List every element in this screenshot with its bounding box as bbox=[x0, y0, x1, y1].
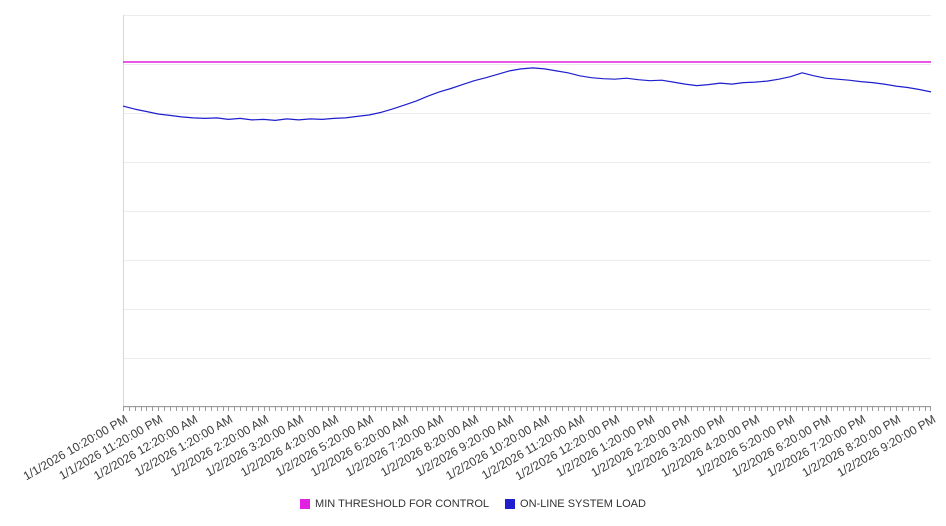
plot-svg bbox=[122, 15, 932, 411]
legend-label-min-threshold: MIN THRESHOLD FOR CONTROL bbox=[315, 498, 490, 510]
x-axis-label: 1/2/2026 7:20:00 AM bbox=[343, 412, 447, 480]
x-axis-label: 1/2/2026 2:20:00 PM bbox=[588, 412, 693, 480]
x-axis-label: 1/2/2026 11:20:00 AM bbox=[478, 412, 587, 483]
x-axis-label: 1/2/2026 10:20:00 AM bbox=[442, 412, 552, 483]
x-axis-label: 1/2/2026 7:20:00 PM bbox=[764, 412, 868, 480]
x-axis-label: 1/2/2026 9:20:00 AM bbox=[413, 412, 517, 480]
x-axis-label: 1/2/2026 1:20:00 PM bbox=[553, 412, 657, 480]
x-axis-label: 1/2/2026 8:20:00 AM bbox=[378, 412, 482, 480]
x-axis-label: 1/2/2026 5:20:00 PM bbox=[693, 412, 798, 480]
x-axis-label: 1/2/2026 9:20:00 PM bbox=[834, 412, 938, 480]
x-axis-label: 1/1/2026 11:20:00 PM bbox=[56, 412, 166, 483]
x-axis-label: 1/2/2026 4:20:00 PM bbox=[658, 412, 763, 480]
legend-item-system-load[interactable]: ON-LINE SYSTEM LOAD bbox=[505, 498, 646, 510]
x-axis-label: 1/2/2026 2:20:00 AM bbox=[167, 412, 271, 480]
x-axis-label: 1/2/2026 12:20:00 PM bbox=[512, 412, 622, 484]
x-axis-label: 1/2/2026 6:20:00 AM bbox=[308, 412, 412, 480]
x-axis-label: 1/2/2026 1:20:00 AM bbox=[132, 412, 236, 480]
legend: MIN THRESHOLD FOR CONTROL ON-LINE SYSTEM… bbox=[0, 498, 946, 510]
x-axis-label: 1/2/2026 8:20:00 PM bbox=[799, 412, 903, 480]
x-axis-label: 1/2/2026 5:20:00 AM bbox=[272, 412, 376, 480]
legend-label-system-load: ON-LINE SYSTEM LOAD bbox=[520, 498, 646, 510]
x-axis-label: 1/2/2026 12:20:00 AM bbox=[91, 412, 201, 483]
x-axis-label: 1/1/2026 10:20:00 PM bbox=[20, 412, 130, 484]
x-axis-label: 1/2/2026 4:20:00 AM bbox=[237, 412, 341, 480]
x-axis-label: 1/2/2026 3:20:00 PM bbox=[623, 412, 728, 480]
x-axis-label: 1/2/2026 6:20:00 PM bbox=[729, 412, 833, 480]
plot-area bbox=[122, 15, 932, 413]
system-load-swatch bbox=[505, 499, 516, 509]
legend-item-min-threshold[interactable]: MIN THRESHOLD FOR CONTROL bbox=[300, 498, 489, 510]
x-axis-label: 1/2/2026 3:20:00 AM bbox=[202, 412, 306, 480]
min-threshold-swatch bbox=[300, 499, 311, 509]
